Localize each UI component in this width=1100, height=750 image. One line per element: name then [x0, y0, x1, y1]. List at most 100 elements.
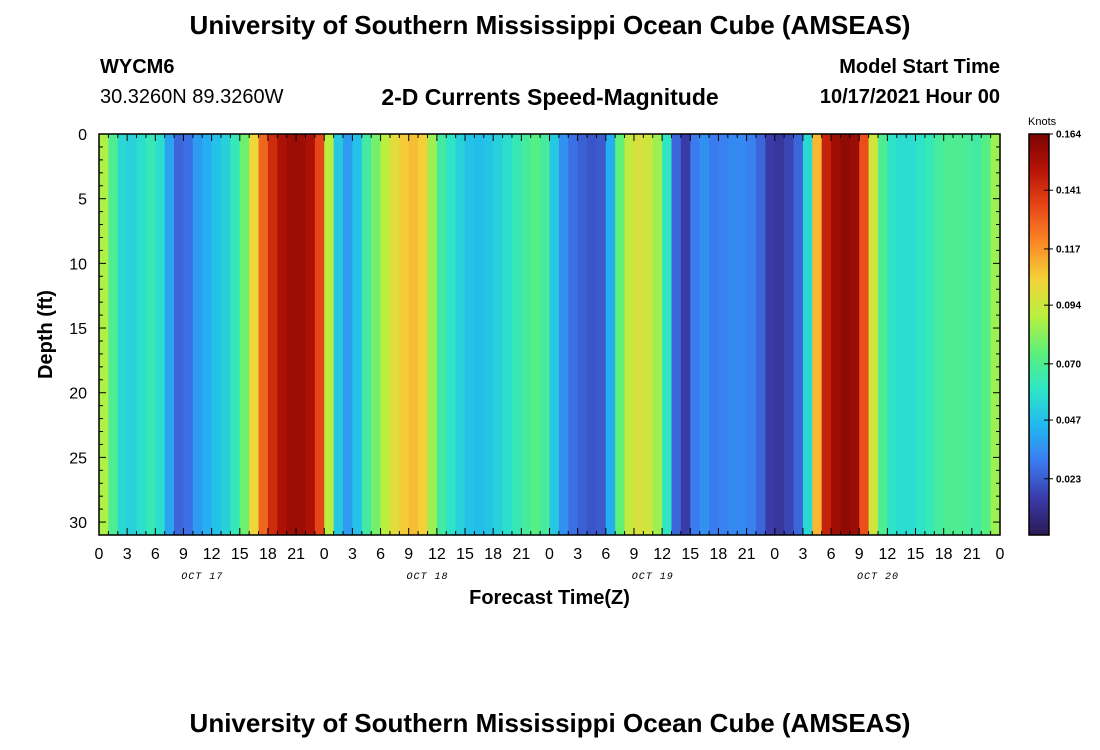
heatmap-cell: [465, 134, 476, 535]
x-tick-label: 12: [203, 546, 221, 563]
heatmap-cell: [877, 134, 888, 535]
x-tick-label: 18: [484, 546, 502, 563]
x-tick-label: 0: [545, 546, 554, 563]
y-tick-label: 10: [69, 256, 87, 273]
heatmap-cell: [962, 134, 973, 535]
colorbar-tick-label: 0.094: [1056, 301, 1081, 312]
x-tick-label: 0: [95, 546, 104, 563]
x-tick-label: 6: [827, 546, 836, 563]
heatmap-cell: [624, 134, 635, 535]
x-tick-label: 6: [601, 546, 610, 563]
x-tick-label: 0: [320, 546, 329, 563]
heatmap-cell: [981, 134, 992, 535]
day-label: OCT 20: [857, 572, 899, 583]
heatmap-cell: [474, 134, 485, 535]
x-tick-label: 18: [935, 546, 953, 563]
y-axis-label: Depth (ft): [35, 290, 57, 379]
heatmap-cell: [511, 134, 522, 535]
heatmap-cell: [765, 134, 776, 535]
heatmap-cell: [793, 134, 804, 535]
heatmap-cell: [230, 134, 241, 535]
heatmap-cell: [671, 134, 682, 535]
y-tick-label: 15: [69, 321, 87, 338]
y-tick-label: 0: [78, 127, 87, 144]
colorbar-bar: [1028, 133, 1050, 536]
x-axis: 0 3 6 9 12 15 18 21 0 3 6 9 12 15 18 21 0 3 6 9 12 15 18 21 0 3 6 9…: [95, 134, 1005, 563]
heatmap-cell: [380, 134, 391, 535]
y-tick-label: 25: [69, 450, 87, 467]
x-tick-label: 9: [404, 546, 413, 563]
heatmap-cell: [709, 134, 720, 535]
heatmap-cell: [399, 134, 410, 535]
heatmap-cell: [164, 134, 175, 535]
heatmap-cell: [718, 134, 729, 535]
heatmap-cell: [305, 134, 316, 535]
x-tick-label: 3: [348, 546, 357, 563]
heatmap-cell: [652, 134, 663, 535]
heatmap-cell: [840, 134, 851, 535]
heatmap-cell: [784, 134, 795, 535]
heatmap-cell: [521, 134, 532, 535]
heatmap-cell: [324, 134, 335, 535]
heatmap-cell: [493, 134, 504, 535]
heatmap-cell: [568, 134, 579, 535]
heatmap-cell: [239, 134, 250, 535]
day-label: OCT 19: [632, 572, 674, 583]
heatmap-cell: [868, 134, 879, 535]
heatmap-cell: [127, 134, 138, 535]
x-tick-label: 21: [512, 546, 530, 563]
x-tick-label: 0: [996, 546, 1005, 563]
page-title: University of Southern Mississippi Ocean…: [189, 10, 911, 40]
heatmap-cell: [418, 134, 429, 535]
y-tick-label: 20: [69, 386, 87, 403]
heatmap-cell: [108, 134, 119, 535]
heatmap-cell: [286, 134, 297, 535]
colorbar-tick-label: 0.117: [1056, 244, 1081, 255]
heatmap-cell: [943, 134, 954, 535]
x-tick-label: 0: [770, 546, 779, 563]
day-labels: OCT 17 OCT 18 OCT 19 OCT 20: [181, 572, 899, 583]
heatmap-cell: [755, 134, 766, 535]
heatmap-cell: [558, 134, 569, 535]
colorbar-unit: Knots: [1028, 116, 1057, 128]
heatmap-cell: [549, 134, 560, 535]
day-label: OCT 18: [406, 572, 448, 583]
heatmap-cell: [117, 134, 128, 535]
heatmap-cell: [680, 134, 691, 535]
heatmap-cell: [953, 134, 964, 535]
chart-subtitle: 2-D Currents Speed-Magnitude: [381, 84, 719, 110]
heatmap-cell: [849, 134, 860, 535]
heatmap-cell: [183, 134, 194, 535]
colorbar-tick-label: 0.141: [1056, 186, 1081, 197]
x-tick-label: 18: [259, 546, 277, 563]
x-tick-label: 15: [456, 546, 474, 563]
heatmap-cell: [361, 134, 372, 535]
heatmap-cell: [99, 134, 109, 535]
heatmap-cell: [502, 134, 513, 535]
heatmap-cell: [915, 134, 926, 535]
colorbar-tick-label: 0.070: [1056, 359, 1081, 370]
heatmap-cell: [267, 134, 278, 535]
heatmap-cell: [699, 134, 710, 535]
y-tick-label: 5: [78, 192, 87, 209]
heatmap-cell: [455, 134, 466, 535]
heatmap-cell: [615, 134, 626, 535]
heatmap-cell: [333, 134, 344, 535]
heatmap-cell: [605, 134, 616, 535]
heatmap-cell: [174, 134, 185, 535]
x-axis-label: Forecast Time(Z): [469, 587, 630, 609]
x-tick-label: 21: [287, 546, 305, 563]
heatmap-cell: [906, 134, 917, 535]
heatmap-cell: [774, 134, 785, 535]
x-tick-label: 12: [878, 546, 896, 563]
heatmap-cell: [192, 134, 203, 535]
heatmap-cell: [221, 134, 231, 535]
x-tick-label: 3: [573, 546, 582, 563]
x-tick-label: 21: [738, 546, 756, 563]
heatmap-cell: [211, 134, 222, 535]
heatmap-cell: [483, 134, 494, 535]
heatmap-cell: [371, 134, 382, 535]
heatmap-cell: [249, 134, 260, 535]
heatmap-cell: [296, 134, 307, 535]
